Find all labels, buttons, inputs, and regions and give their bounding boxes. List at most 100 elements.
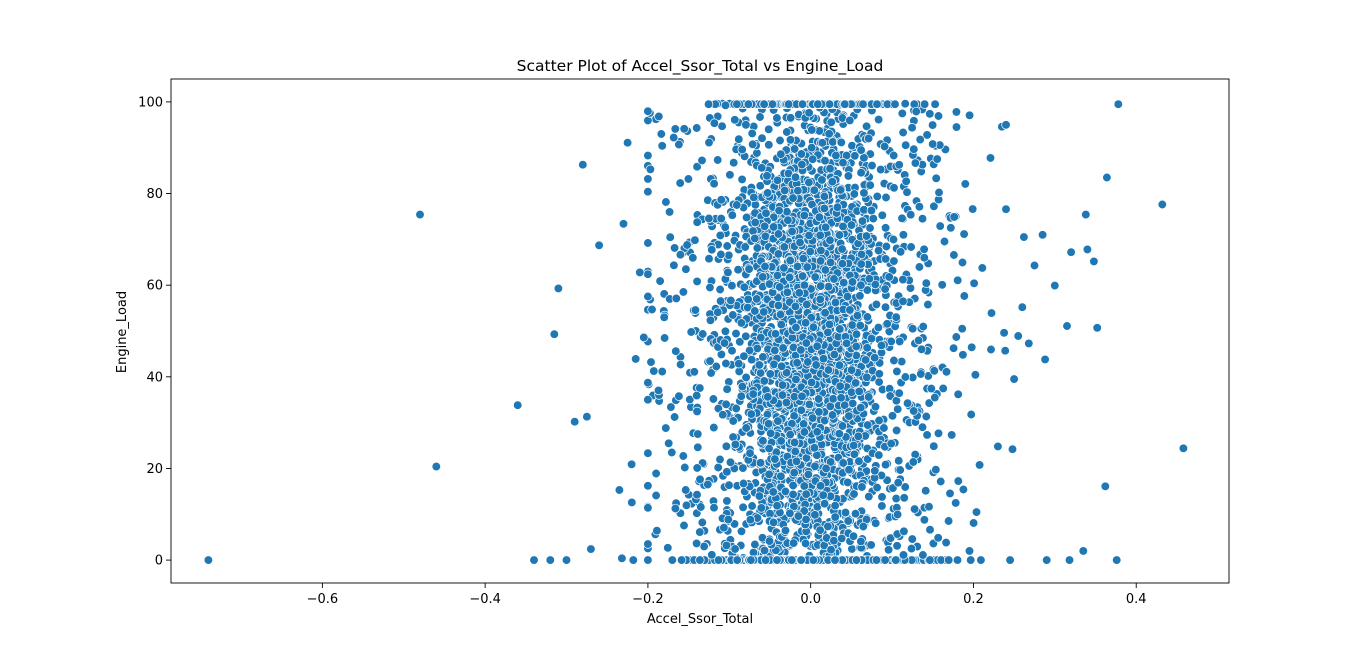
- data-point: [826, 545, 836, 555]
- data-point: [783, 99, 794, 109]
- data-point: [880, 302, 891, 312]
- data-point: [851, 329, 862, 339]
- data-point: [787, 226, 797, 237]
- data-point: [790, 446, 800, 457]
- data-point: [968, 204, 978, 214]
- data-point: [957, 324, 967, 334]
- data-point: [817, 175, 827, 185]
- data-point: [741, 331, 751, 341]
- x-tick-label: 0.2: [963, 592, 984, 607]
- y-tick-label: 0: [155, 554, 163, 569]
- data-point: [727, 281, 737, 291]
- data-point: [715, 230, 725, 241]
- data-point: [722, 384, 732, 394]
- data-point: [876, 340, 887, 351]
- data-point: [667, 447, 677, 458]
- data-point: [729, 158, 739, 168]
- y-axis-label: Engine_Load: [115, 291, 130, 373]
- data-point: [891, 555, 901, 565]
- data-point: [866, 205, 877, 216]
- data-point: [883, 545, 894, 555]
- data-point: [722, 241, 732, 251]
- data-point: [837, 533, 847, 544]
- data-point: [807, 143, 817, 153]
- data-point: [808, 413, 818, 423]
- data-point: [971, 507, 982, 517]
- data-point: [858, 99, 868, 109]
- data-point: [906, 543, 917, 554]
- data-point: [708, 394, 719, 404]
- data-point: [799, 210, 809, 221]
- data-point: [725, 170, 735, 180]
- data-point: [846, 220, 857, 230]
- data-point: [793, 511, 804, 521]
- data-point: [993, 441, 1003, 452]
- data-point: [889, 183, 899, 193]
- data-point: [614, 485, 625, 495]
- data-point: [845, 305, 855, 315]
- data-point: [829, 274, 839, 284]
- data-point: [734, 366, 744, 377]
- data-point: [889, 150, 899, 161]
- data-point: [908, 457, 918, 467]
- data-point: [761, 208, 771, 218]
- data-point: [643, 238, 653, 248]
- data-point: [749, 192, 759, 203]
- data-point: [815, 230, 825, 240]
- data-point: [777, 380, 788, 390]
- data-point: [643, 555, 653, 565]
- data-point: [690, 305, 701, 315]
- data-point: [853, 431, 863, 441]
- data-point: [681, 264, 691, 274]
- data-point: [741, 372, 751, 383]
- data-point: [745, 515, 756, 525]
- data-point: [919, 244, 929, 254]
- data-point: [639, 332, 649, 343]
- data-point: [823, 521, 833, 532]
- data-point: [864, 274, 875, 284]
- data-point: [750, 233, 760, 244]
- data-point: [916, 344, 927, 354]
- data-point: [949, 212, 959, 222]
- data-point: [877, 210, 887, 220]
- data-point: [827, 177, 837, 187]
- data-point: [927, 120, 938, 130]
- data-point: [631, 354, 641, 364]
- data-point: [780, 525, 791, 536]
- data-point: [764, 140, 774, 150]
- data-point: [731, 403, 741, 414]
- data-point: [836, 393, 846, 403]
- data-point: [664, 438, 674, 448]
- data-point: [739, 282, 749, 292]
- data-point: [800, 318, 811, 328]
- data-point: [849, 489, 859, 499]
- data-point: [812, 341, 822, 351]
- data-point: [818, 490, 828, 500]
- data-point: [686, 327, 696, 337]
- data-point: [744, 345, 755, 356]
- data-point: [570, 417, 580, 427]
- data-point: [661, 423, 671, 433]
- x-tick-label: 0.0: [800, 592, 821, 607]
- data-point: [864, 491, 874, 502]
- data-point: [776, 149, 786, 159]
- data-point: [894, 160, 904, 170]
- data-point: [898, 550, 909, 560]
- data-point: [918, 321, 928, 332]
- data-point: [855, 320, 865, 331]
- data-point: [695, 555, 705, 565]
- data-point: [738, 502, 748, 512]
- data-point: [901, 176, 911, 186]
- data-point: [880, 223, 891, 233]
- data-point: [787, 555, 797, 565]
- data-point: [669, 132, 679, 143]
- data-point: [868, 213, 878, 224]
- data-point: [823, 365, 834, 375]
- data-point: [773, 229, 784, 239]
- data-point: [679, 124, 689, 134]
- data-point: [627, 497, 637, 508]
- data-point: [986, 344, 996, 355]
- data-point: [704, 137, 714, 148]
- data-point: [709, 503, 719, 513]
- data-point: [1178, 443, 1189, 453]
